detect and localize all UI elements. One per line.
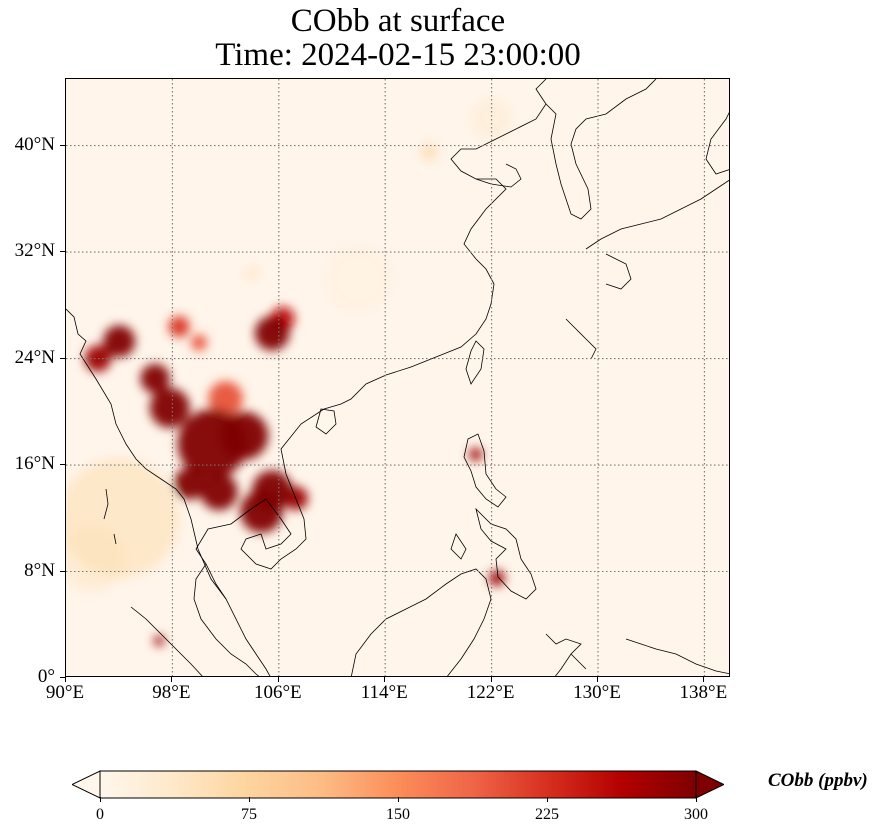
lon-tick-label: 138°E <box>679 682 728 703</box>
lon-tick-mark <box>491 677 492 682</box>
lat-tick-mark <box>60 571 65 572</box>
lon-tick-label: 106°E <box>253 682 302 703</box>
colorbar-tick-mark <box>249 797 250 802</box>
cobb-hotspot <box>254 315 290 351</box>
coastline-japan <box>565 112 729 360</box>
lat-tick-label: 16°N <box>14 453 55 475</box>
coastline-taiwan <box>465 340 485 385</box>
cobb-hotspot <box>140 363 170 394</box>
colorbar-tick-mark <box>696 797 697 802</box>
cobb-hotspot <box>177 409 247 479</box>
lat-tick-mark <box>60 251 65 252</box>
coastline-asia-mainland <box>66 308 271 676</box>
colorbar-body <box>99 770 697 799</box>
colorbar-tick-label: 75 <box>241 806 257 823</box>
cobb-hotspot <box>325 245 392 312</box>
lat-tick-label: 24°N <box>14 346 55 368</box>
colorbar-extend-max <box>695 770 724 799</box>
gridlines-layer <box>66 79 729 676</box>
coastlines-layer <box>66 79 729 676</box>
coastline-malay-peninsula <box>193 563 260 676</box>
lon-tick-mark <box>597 677 598 682</box>
lat-tick-label: 40°N <box>14 133 55 155</box>
colorbar-tick-mark <box>398 797 399 802</box>
lon-tick-label: 98°E <box>152 682 191 703</box>
coastline-andaman <box>103 488 117 545</box>
cobb-hotspot <box>468 447 483 462</box>
colorbar-tick-mark <box>547 797 548 802</box>
coastline-new-guinea <box>625 638 729 675</box>
lat-tick-label: 8°N <box>24 559 55 581</box>
lat-tick-mark <box>60 677 65 678</box>
lon-tick-mark <box>278 677 279 682</box>
coastline-borneo <box>351 568 492 676</box>
lon-tick-mark <box>703 677 704 682</box>
lon-tick-label: 90°E <box>45 682 85 703</box>
cobb-hotspot <box>173 467 206 500</box>
lat-tick-mark <box>60 464 65 465</box>
colorbar <box>72 770 724 799</box>
cobb-hotspot <box>421 144 438 161</box>
colorbar-extend-min <box>72 770 101 799</box>
map-panel[interactable] <box>65 78 730 677</box>
cobb-hotspot <box>84 345 112 372</box>
colorbar-tick-label: 150 <box>386 806 410 823</box>
colorbar-label: CObb (ppbv) <box>768 770 868 791</box>
lon-tick-mark <box>65 677 66 682</box>
coastline-luzon <box>463 433 507 508</box>
coastline-indochina <box>195 79 547 600</box>
cobb-field-layer <box>66 98 512 647</box>
lat-tick-mark <box>60 145 65 146</box>
lat-tick-label: 32°N <box>14 240 55 262</box>
lon-tick-mark <box>171 677 172 682</box>
coastline-shandong <box>475 163 522 188</box>
cobb-hotspot <box>66 458 180 579</box>
cobb-hotspot <box>245 266 259 280</box>
coastline-sumatra <box>130 606 203 676</box>
title-variable: CObb at surface <box>290 3 506 39</box>
cobb-hotspot <box>168 315 190 338</box>
coastline-korea <box>545 79 657 220</box>
lat-tick-mark <box>60 358 65 359</box>
map-canvas <box>66 79 729 676</box>
lon-tick-label: 122°E <box>466 682 515 703</box>
lat-tick-label: 0° <box>37 666 55 687</box>
title-time: Time: 2024-02-15 23:00:00 <box>215 37 581 73</box>
coastline-philippines-south <box>450 507 537 600</box>
cobb-hotspot <box>191 334 207 351</box>
colorbar-tick-label: 300 <box>684 806 708 823</box>
lon-tick-mark <box>384 677 385 682</box>
cobb-hotspot <box>208 381 243 416</box>
cobb-hotspot <box>240 490 283 533</box>
lon-tick-label: 130°E <box>573 682 621 703</box>
cobb-hotspot <box>149 387 190 428</box>
cobb-hotspot <box>471 98 512 139</box>
colorbar-tick-label: 225 <box>535 806 559 823</box>
cobb-hotspot <box>103 325 136 358</box>
cobb-hotspot <box>488 570 505 587</box>
coastline-sulawesi <box>545 633 587 676</box>
colorbar-tick-mark <box>100 797 101 802</box>
cobb-hotspot <box>200 473 238 511</box>
map-title: CObb at surface Time: 2024-02-15 23:00:0… <box>65 4 731 72</box>
cobb-hotspot <box>153 635 165 647</box>
lon-tick-label: 114°E <box>360 682 408 703</box>
colorbar-tick-label: 0 <box>96 806 104 823</box>
coastline-hainan <box>315 408 337 435</box>
